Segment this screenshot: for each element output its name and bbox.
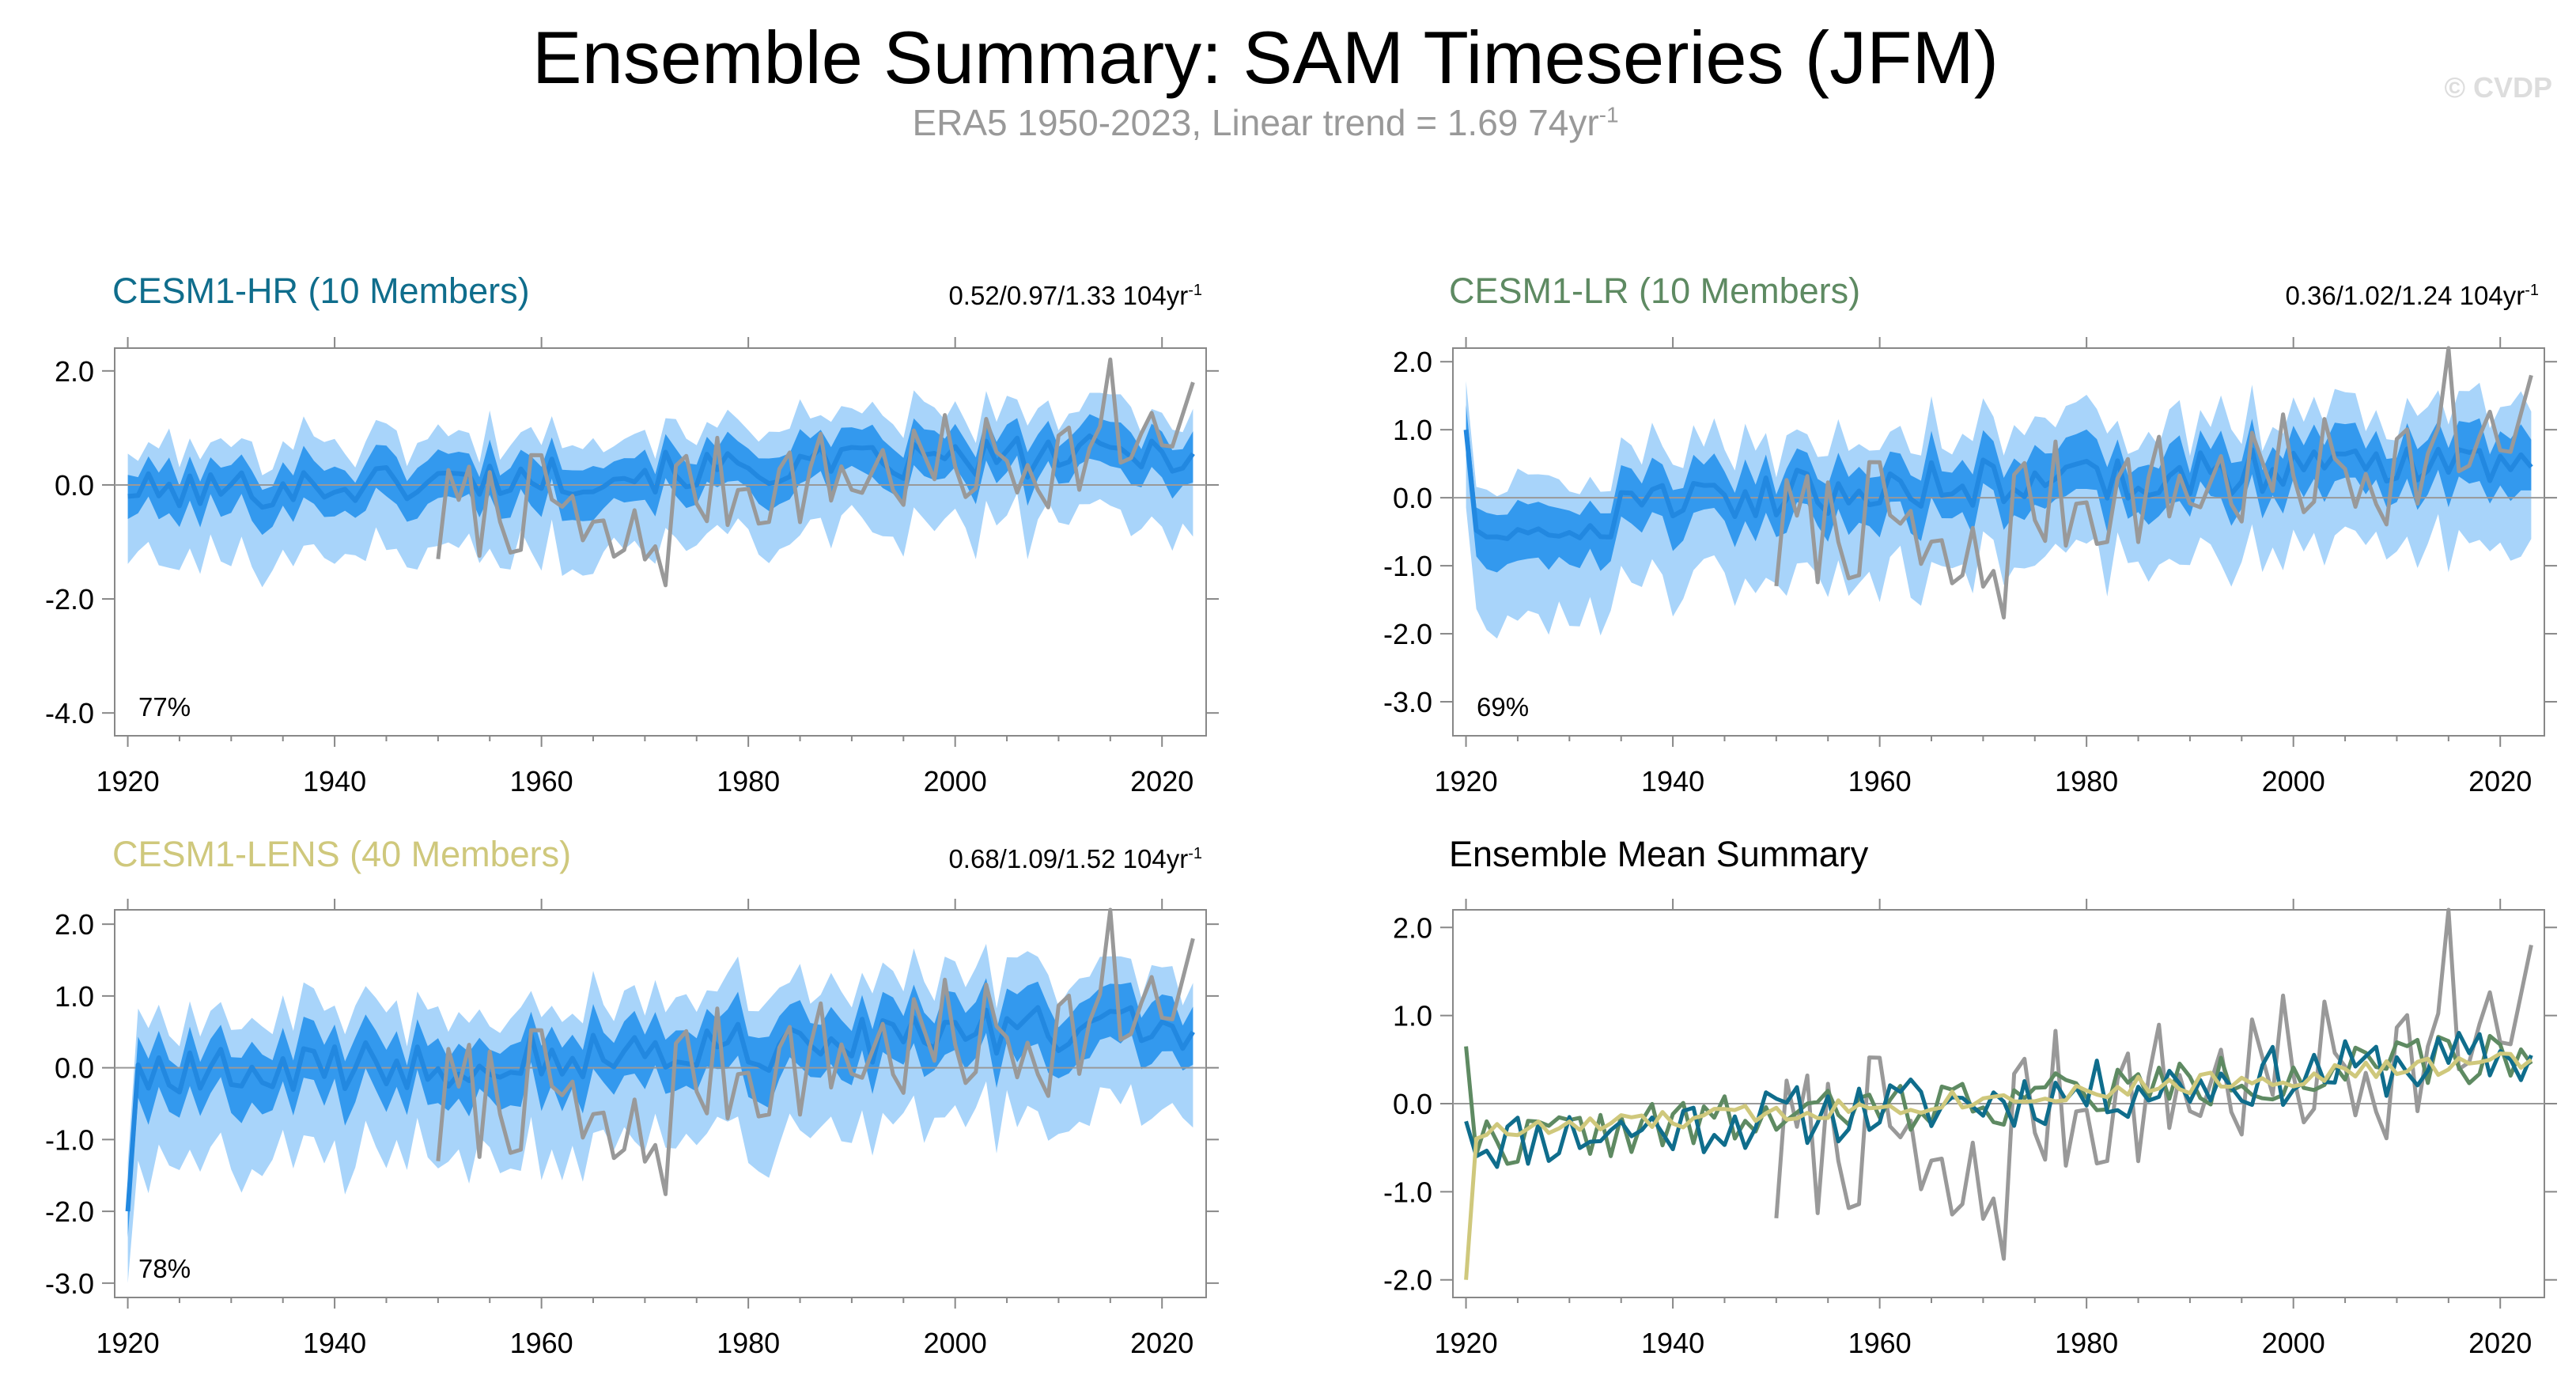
chart-panel-lr: 1920 1940 1960 1980 2000 2020 2.0 1.0 0.0 -1.0 -2.… [1383,337,2557,797]
lr-xtick-label: 1940 [1641,765,1704,797]
summary-lens-line [1464,1051,2532,1280]
summary-xtick-label: 1960 [1848,1327,1912,1359]
lens-xtick-label: 1980 [717,1327,780,1359]
cvdp-credit: © CVDP [2444,71,2552,104]
panel-trend-lens: 0.68/1.09/1.52 104yr-1 [870,844,1202,874]
hr-xtick-label: 1960 [510,765,573,797]
summary-xtick-label: 2020 [2468,1327,2532,1359]
lens-ytick-label: 0.0 [55,1052,94,1085]
lens-xtick-label: 2020 [1130,1327,1193,1359]
lens-ytick-label: -3.0 [45,1267,94,1300]
lens-percent-label: 78% [138,1254,191,1283]
hr-plot-frame [114,347,1207,737]
chart-panel-hr: 1920 1940 1960 1980 2000 2020 2.0 0.0 -2.0 -4.0 77… [45,337,1219,797]
summary-xtick-label: 2000 [2262,1327,2325,1359]
panel-title-hr: CESM1-HR (10 Members) [112,271,530,311]
hr-percent-label: 77% [138,692,191,722]
lr-xtick-label: 1960 [1848,765,1912,797]
summary-xtick-label: 1940 [1641,1327,1704,1359]
panel-trend-lens-exp: -1 [1188,845,1202,862]
hr-ytick-label: 2.0 [55,355,94,388]
hr-xtick-label: 2020 [1130,765,1193,797]
panel-trend-lr-text: 0.36/1.02/1.24 104yr [2285,281,2525,310]
lr-ytick-label: -2.0 [1383,618,1432,650]
panel-title-lens: CESM1-LENS (40 Members) [112,834,572,874]
lens-xtick-label: 1940 [303,1327,366,1359]
panel-trend-hr-exp: -1 [1188,282,1202,299]
lr-observed-line [1774,346,2533,619]
lens-ytick-label: -1.0 [45,1123,94,1156]
chart-panel-summary: 1920 1940 1960 1980 2000 2020 2.0 1.0 0.0 -1.0 -2.… [1383,899,2557,1359]
lr-ytick-label: 1.0 [1393,414,1432,446]
panel-trend-hr-text: 0.52/0.97/1.33 104yr [948,281,1189,310]
lr-plot-frame [1452,347,2545,737]
lr-xtick-label: 2000 [2262,765,2325,797]
panel-trend-hr: 0.52/0.97/1.33 104yr-1 [870,281,1202,311]
lr-xtick-label: 1920 [1435,765,1498,797]
lens-ytick-label: 2.0 [55,908,94,941]
lr-xtick-label: 2020 [2468,765,2532,797]
hr-ytick-label: -2.0 [45,583,94,616]
page-title: Ensemble Summary: SAM Timeseries (JFM) [531,16,1999,99]
hr-ytick-label: -4.0 [45,697,94,729]
lr-percent-label: 69% [1477,692,1529,722]
panel-title-lr: CESM1-LR (10 Members) [1449,271,1861,311]
summary-xtick-label: 1980 [2055,1327,2118,1359]
lens-ytick-label: -2.0 [45,1195,94,1228]
lr-ytick-label: 2.0 [1393,346,1432,378]
page-subtitle: ERA5 1950-2023, Linear trend = 1.69 74yr… [0,101,2531,144]
panel-trend-lens-text: 0.68/1.09/1.52 104yr [948,844,1189,873]
summary-observed-line [1774,907,2533,1261]
lr-ytick-label: -3.0 [1383,686,1432,718]
hr-ensemble-mean-line [127,433,1195,510]
summary-ytick-label: 1.0 [1393,1000,1432,1032]
hr-xtick-label: 1980 [717,765,780,797]
lr-ytick-label: 0.0 [1393,482,1432,514]
panel-title-summary: Ensemble Mean Summary [1449,834,1869,874]
lens-ytick-label: 1.0 [55,980,94,1013]
hr-xtick-label: 1940 [303,765,366,797]
summary-ytick-label: -1.0 [1383,1176,1432,1208]
lr-ytick-label: -1.0 [1383,550,1432,582]
summary-xtick-label: 1920 [1435,1327,1498,1359]
summary-ytick-label: 2.0 [1393,911,1432,944]
hr-observed-line [436,357,1195,588]
subtitle-text: ERA5 1950-2023, Linear trend = 1.69 74yr [912,102,1599,143]
lr-xtick-label: 1980 [2055,765,2118,797]
subtitle-exponent: -1 [1598,102,1619,127]
lens-ensemble-mean-line [125,1005,1195,1212]
lr-ensemble-mean-line [1463,429,2533,541]
hr-ytick-label: 0.0 [55,469,94,502]
chart-panel-lens: 1920 1940 1960 1980 2000 2020 2.0 1.0 0.0 -1.0 -2.… [45,899,1219,1359]
panel-trend-lr: 0.36/1.02/1.24 104yr-1 [2207,281,2539,311]
hr-xtick-label: 2000 [924,765,987,797]
summary-ytick-label: -2.0 [1383,1264,1432,1297]
lens-observed-line [436,907,1195,1196]
lens-xtick-label: 1960 [510,1327,573,1359]
summary-ytick-label: 0.0 [1393,1088,1432,1120]
lens-xtick-label: 2000 [924,1327,987,1359]
lens-xtick-label: 1920 [96,1327,160,1359]
hr-xtick-label: 1920 [96,765,160,797]
panel-trend-lr-exp: -1 [2525,282,2539,299]
lens-plot-frame [114,909,1207,1298]
